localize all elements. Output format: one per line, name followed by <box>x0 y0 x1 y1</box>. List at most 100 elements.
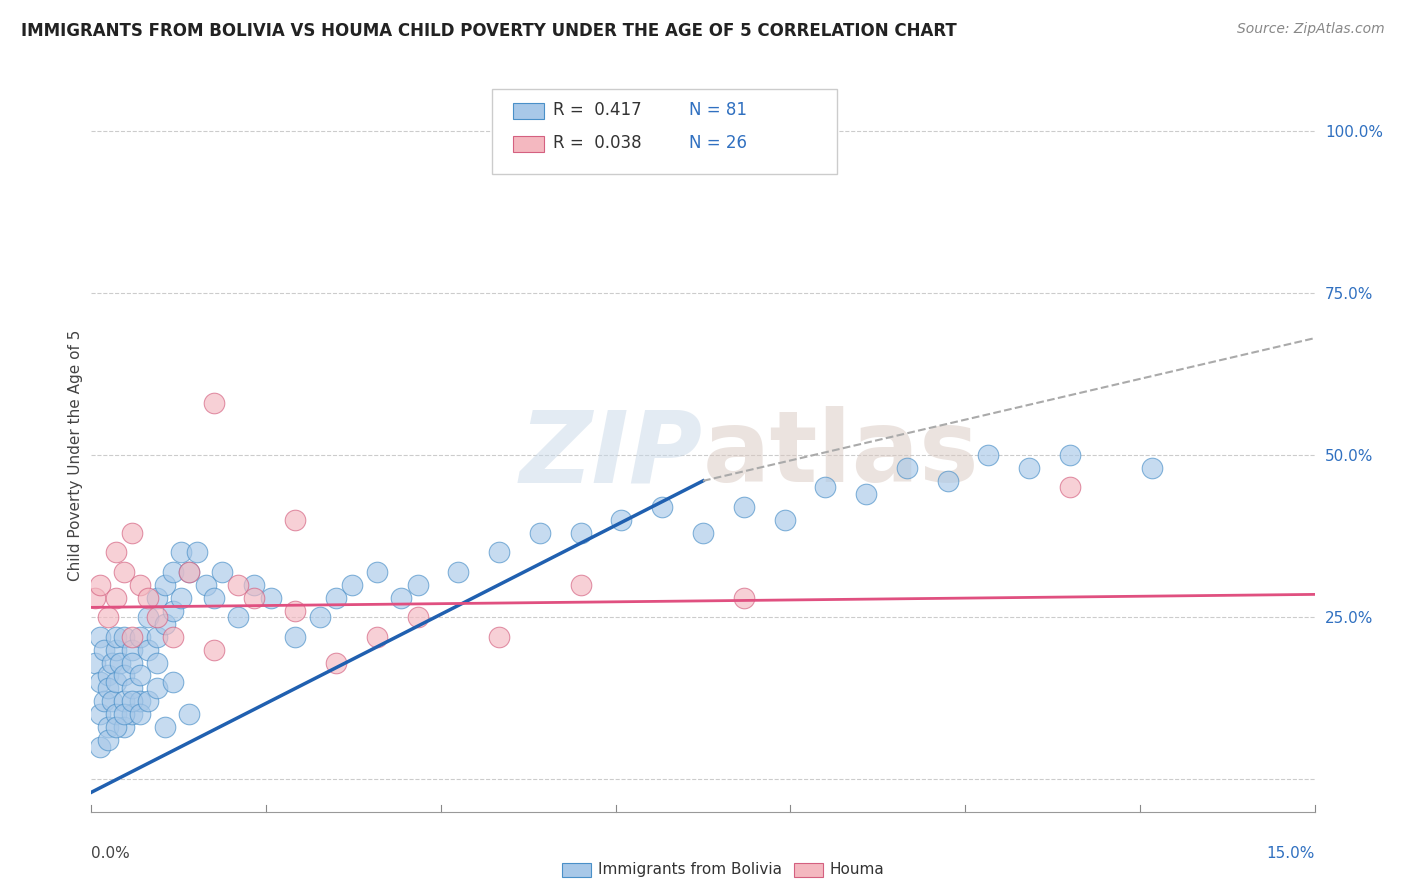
Point <box>202 642 225 657</box>
Point <box>170 591 193 605</box>
Point <box>97 720 120 734</box>
Text: 15.0%: 15.0% <box>1267 847 1315 861</box>
Point <box>145 681 167 696</box>
Point <box>97 681 120 696</box>
Point <box>692 525 714 540</box>
Point <box>104 707 127 722</box>
Point <box>145 591 167 605</box>
Point <box>112 630 135 644</box>
Point <box>211 565 233 579</box>
Point <box>342 577 364 591</box>
Text: 0.0%: 0.0% <box>91 847 131 861</box>
Point <box>84 591 107 605</box>
Point <box>162 604 184 618</box>
Point <box>243 591 266 605</box>
Point <box>488 545 510 559</box>
Point <box>1059 448 1081 462</box>
Point <box>104 630 127 644</box>
Point <box>104 675 127 690</box>
Point <box>170 545 193 559</box>
Point <box>855 487 877 501</box>
Point <box>104 642 127 657</box>
Text: ZIP: ZIP <box>520 407 703 503</box>
Point <box>226 577 249 591</box>
Point <box>93 642 115 657</box>
Point <box>202 591 225 605</box>
Point <box>121 681 143 696</box>
Point <box>89 577 111 591</box>
Text: N = 81: N = 81 <box>689 101 747 119</box>
Point <box>226 610 249 624</box>
Point <box>112 720 135 734</box>
Point <box>325 656 347 670</box>
Point <box>97 733 120 747</box>
Point <box>108 656 131 670</box>
Point <box>529 525 551 540</box>
Text: Immigrants from Bolivia: Immigrants from Bolivia <box>598 863 782 877</box>
Point <box>1059 480 1081 494</box>
Point <box>89 630 111 644</box>
Point <box>569 525 592 540</box>
Point <box>610 513 633 527</box>
Text: Source: ZipAtlas.com: Source: ZipAtlas.com <box>1237 22 1385 37</box>
Point <box>153 720 176 734</box>
Point <box>773 513 796 527</box>
Point <box>162 565 184 579</box>
Point <box>101 694 124 708</box>
Point <box>121 642 143 657</box>
Point <box>488 630 510 644</box>
Point <box>145 656 167 670</box>
Point <box>406 610 429 624</box>
Point <box>1018 461 1040 475</box>
Point <box>93 694 115 708</box>
Point <box>194 577 217 591</box>
Point <box>129 577 152 591</box>
Point <box>814 480 837 494</box>
Point <box>153 616 176 631</box>
Point <box>138 610 160 624</box>
Point <box>121 656 143 670</box>
Point <box>145 630 167 644</box>
Point <box>447 565 470 579</box>
Text: Houma: Houma <box>830 863 884 877</box>
Point <box>325 591 347 605</box>
Point <box>179 707 201 722</box>
Point <box>104 720 127 734</box>
Point <box>138 642 160 657</box>
Point <box>97 610 120 624</box>
Point <box>121 707 143 722</box>
Point <box>97 668 120 682</box>
Point <box>101 656 124 670</box>
Point <box>112 707 135 722</box>
Point <box>733 500 755 514</box>
Point <box>89 675 111 690</box>
Point <box>162 630 184 644</box>
Point <box>202 396 225 410</box>
Point <box>733 591 755 605</box>
Point <box>284 630 307 644</box>
Point <box>121 630 143 644</box>
Point <box>366 630 388 644</box>
Text: N = 26: N = 26 <box>689 134 747 152</box>
Point <box>129 668 152 682</box>
Point <box>138 591 160 605</box>
Point <box>129 694 152 708</box>
Point <box>651 500 673 514</box>
Point <box>243 577 266 591</box>
Text: atlas: atlas <box>703 407 980 503</box>
Point <box>138 694 160 708</box>
Point <box>112 694 135 708</box>
Point <box>84 656 107 670</box>
Point <box>162 675 184 690</box>
Point <box>260 591 283 605</box>
Point <box>112 668 135 682</box>
Point <box>179 565 201 579</box>
Point <box>89 739 111 754</box>
Point <box>112 565 135 579</box>
Point <box>186 545 208 559</box>
Point <box>121 694 143 708</box>
Point <box>284 513 307 527</box>
Point <box>308 610 330 624</box>
Text: R =  0.417: R = 0.417 <box>553 101 641 119</box>
Point <box>977 448 1000 462</box>
